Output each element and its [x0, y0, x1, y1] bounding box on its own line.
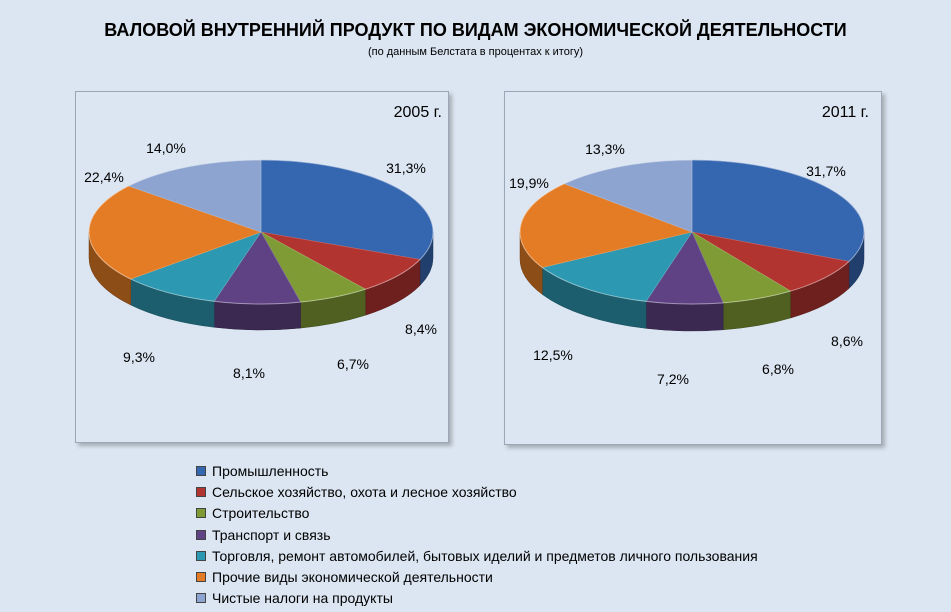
legend-label-3: Транспорт и связь	[212, 526, 331, 543]
pie-slice-1	[260, 231, 421, 290]
pie-chart-2011: 31,7% 8,6% 6,8% 7,2% 12,5% 19,9% 13,3% 2011 г.	[509, 104, 869, 387]
pie-slice-0	[260, 159, 434, 260]
pie-slice-5	[88, 185, 262, 280]
legend-swatch-1	[196, 486, 206, 497]
year-label: 2011 г.	[822, 104, 869, 121]
legend-label-1: Сельское хозяйство, охота и лесное хозяй…	[212, 483, 517, 500]
legend-label-4: Торговля, ремонт автомобилей, бытовых ид…	[212, 547, 758, 564]
legend-item-3: Транспорт и связь	[196, 524, 758, 545]
data-label-5: 22,4%	[84, 169, 124, 185]
pie-slice-6	[563, 159, 693, 233]
pie-panel-2011: 31,7% 8,6% 6,8% 7,2% 12,5% 19,9% 13,3% 2011 г.	[504, 91, 882, 445]
legend-label-0: Промышленность	[212, 462, 329, 479]
data-label-6: 14,0%	[146, 140, 186, 156]
legend-label-6: Чистые налоги на продукты	[212, 590, 393, 607]
legend-swatch-2	[196, 508, 206, 519]
legend-swatch-5	[196, 572, 206, 583]
data-label-0: 31,7%	[806, 163, 846, 179]
legend-item-2: Строительство	[196, 503, 758, 524]
legend-item-6: Чистые налоги на продукты	[196, 588, 758, 609]
data-label-1: 8,6%	[831, 333, 863, 349]
chart-title: ВАЛОВОЙ ВНУТРЕННИЙ ПРОДУКТ ПО ВИДАМ ЭКОН…	[104, 20, 847, 40]
legend-item-5: Прочие виды экономической деятельности	[196, 566, 758, 587]
data-label-4: 12,5%	[533, 347, 573, 363]
legend-swatch-3	[196, 529, 206, 540]
pie-slice-4	[129, 231, 262, 302]
legend-label-2: Строительство	[212, 505, 310, 522]
pie-panel-2005: 31,3% 8,4% 6,7% 8,1% 9,3% 22,4% 14,0% 2005 г.	[75, 91, 449, 443]
year-label: 2005 г.	[394, 104, 442, 121]
legend-item-1: Сельское хозяйство, охота и лесное хозяй…	[196, 481, 758, 502]
data-label-0: 31,3%	[386, 160, 426, 176]
pie-side-3	[213, 300, 301, 331]
pie-rim	[519, 159, 865, 305]
pie-slice-5	[519, 183, 694, 268]
pie-slice-1	[691, 231, 850, 292]
data-label-3: 7,2%	[657, 371, 689, 387]
data-label-5: 19,9%	[509, 175, 549, 191]
pie-side-3	[645, 301, 724, 332]
legend: Промышленность Сельское хозяйство, охота …	[196, 460, 758, 609]
data-label-2: 6,7%	[337, 356, 369, 372]
legend-swatch-4	[196, 550, 206, 561]
pie-rim	[88, 159, 434, 305]
legend-item-4: Торговля, ремонт автомобилей, бытовых ид…	[196, 545, 758, 566]
data-label-6: 13,3%	[585, 141, 625, 157]
pie-slice-0	[691, 159, 865, 262]
chart-subtitle: (по данным Белстата в процентах к итогу)	[367, 46, 584, 58]
legend-swatch-0	[196, 465, 206, 476]
data-label-3: 8,1%	[233, 365, 265, 381]
legend-item-0: Промышленность	[196, 460, 758, 481]
data-label-4: 9,3%	[123, 349, 155, 365]
pie-slice-6	[127, 159, 262, 233]
legend-label-5: Прочие виды экономической деятельности	[212, 569, 493, 586]
pie-slice-4	[541, 231, 693, 302]
legend-swatch-6	[196, 593, 206, 604]
pie-chart-2005: 31,3% 8,4% 6,7% 8,1% 9,3% 22,4% 14,0% 2005 г.	[84, 104, 442, 381]
data-label-2: 6,8%	[762, 361, 794, 377]
data-label-1: 8,4%	[405, 321, 437, 337]
